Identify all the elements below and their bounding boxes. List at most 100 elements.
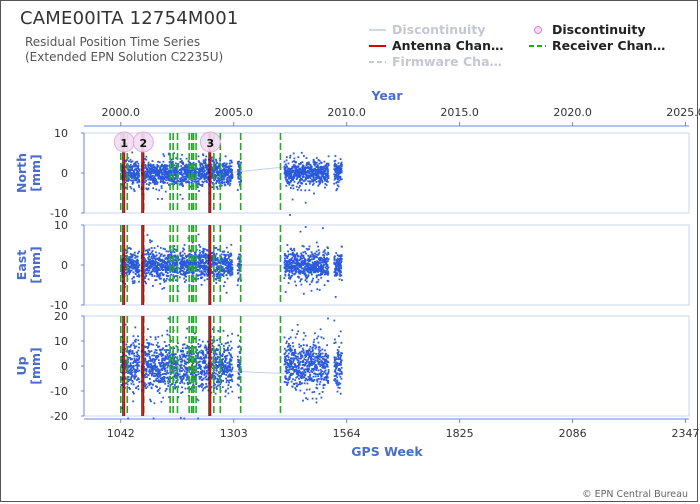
data-point bbox=[211, 259, 214, 262]
data-point bbox=[340, 254, 343, 257]
data-point bbox=[214, 254, 217, 257]
data-point bbox=[201, 173, 204, 176]
data-point bbox=[156, 370, 159, 372]
data-point bbox=[133, 251, 136, 254]
data-point bbox=[199, 257, 202, 260]
data-point bbox=[203, 178, 206, 180]
data-point bbox=[306, 259, 309, 262]
data-point bbox=[192, 271, 195, 274]
data-point bbox=[184, 166, 187, 169]
legend-circle-icon bbox=[534, 26, 542, 34]
data-point bbox=[183, 248, 185, 251]
data-point bbox=[334, 171, 337, 173]
y-axis-tick-label: 0 bbox=[61, 259, 68, 272]
data-point bbox=[315, 241, 318, 244]
data-point bbox=[152, 187, 155, 190]
data-point bbox=[199, 274, 202, 276]
data-point bbox=[308, 189, 311, 192]
data-point bbox=[239, 171, 241, 174]
data-point bbox=[129, 373, 132, 375]
data-point bbox=[166, 362, 169, 364]
data-point bbox=[130, 163, 132, 166]
data-point bbox=[189, 263, 192, 265]
data-point bbox=[148, 370, 151, 372]
data-point bbox=[224, 170, 227, 173]
data-point bbox=[309, 180, 312, 183]
data-point bbox=[162, 166, 165, 169]
data-point bbox=[318, 159, 321, 162]
data-point bbox=[283, 254, 286, 257]
data-point bbox=[198, 270, 201, 273]
data-point bbox=[201, 271, 204, 274]
data-point bbox=[214, 169, 216, 172]
data-point bbox=[226, 178, 229, 181]
data-point bbox=[127, 267, 130, 270]
data-point bbox=[214, 270, 217, 273]
data-point bbox=[319, 167, 322, 170]
data-point bbox=[197, 261, 200, 263]
data-point bbox=[291, 169, 294, 172]
data-point bbox=[338, 266, 341, 269]
data-point bbox=[318, 258, 320, 260]
data-point bbox=[181, 391, 184, 393]
data-point bbox=[298, 272, 301, 275]
data-point bbox=[170, 273, 172, 276]
data-point bbox=[197, 155, 200, 158]
data-point bbox=[231, 271, 234, 274]
data-point bbox=[157, 371, 160, 374]
bottom-axis-label: GPS Week bbox=[351, 444, 423, 459]
data-point bbox=[151, 358, 154, 360]
data-point bbox=[168, 261, 171, 264]
data-point bbox=[187, 169, 190, 172]
data-point bbox=[130, 352, 133, 355]
data-point bbox=[150, 240, 153, 243]
data-point bbox=[150, 343, 153, 346]
data-point bbox=[297, 255, 300, 258]
data-point bbox=[173, 375, 176, 378]
data-point bbox=[159, 247, 162, 249]
data-point bbox=[307, 166, 310, 169]
data-point bbox=[180, 255, 183, 257]
data-point bbox=[156, 386, 158, 388]
data-point bbox=[175, 157, 178, 160]
data-point bbox=[230, 243, 233, 246]
data-point bbox=[323, 256, 325, 259]
data-point bbox=[322, 258, 324, 261]
data-point bbox=[237, 162, 240, 165]
data-point bbox=[135, 358, 138, 360]
data-point bbox=[340, 178, 343, 181]
data-point bbox=[230, 159, 233, 162]
data-point bbox=[133, 352, 135, 355]
data-point bbox=[184, 274, 186, 277]
data-point bbox=[165, 373, 168, 376]
data-point bbox=[323, 269, 325, 272]
data-point bbox=[180, 380, 183, 383]
data-point bbox=[204, 159, 207, 161]
data-point bbox=[131, 183, 134, 185]
data-point bbox=[124, 170, 127, 173]
data-point bbox=[214, 175, 216, 178]
data-point bbox=[149, 358, 152, 361]
data-point bbox=[216, 274, 219, 276]
data-point bbox=[164, 363, 167, 366]
data-point bbox=[207, 269, 209, 272]
data-point bbox=[138, 181, 141, 183]
data-point bbox=[161, 357, 164, 360]
data-point bbox=[124, 174, 127, 177]
data-point bbox=[339, 158, 342, 160]
data-point bbox=[179, 358, 181, 361]
data-point bbox=[179, 417, 182, 419]
data-point bbox=[312, 253, 314, 256]
data-point bbox=[137, 378, 140, 381]
data-point bbox=[223, 167, 226, 170]
data-point bbox=[206, 266, 208, 268]
data-point bbox=[312, 269, 314, 272]
data-point bbox=[157, 345, 160, 348]
data-point bbox=[137, 359, 139, 362]
data-point bbox=[176, 261, 179, 264]
data-point bbox=[153, 270, 156, 273]
data-point bbox=[340, 171, 343, 174]
data-point bbox=[327, 258, 330, 260]
data-point bbox=[218, 177, 221, 180]
